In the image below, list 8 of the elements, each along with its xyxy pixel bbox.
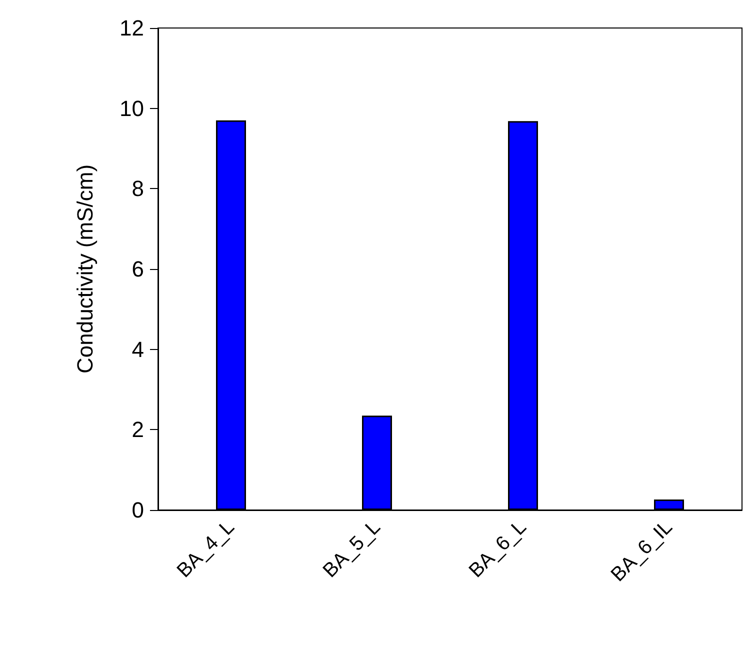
- y-tick-label: 0: [132, 498, 144, 522]
- y-tick-label: 2: [132, 417, 144, 442]
- y-tick-label: 6: [132, 256, 144, 282]
- y-tick-label: 12: [120, 16, 144, 40]
- y-tick-label: 10: [120, 96, 144, 121]
- y-axis-title: Conductivity (mS/cm): [72, 164, 98, 374]
- y-tick-label: 4: [132, 336, 144, 362]
- y-tick-label: 8: [132, 176, 144, 202]
